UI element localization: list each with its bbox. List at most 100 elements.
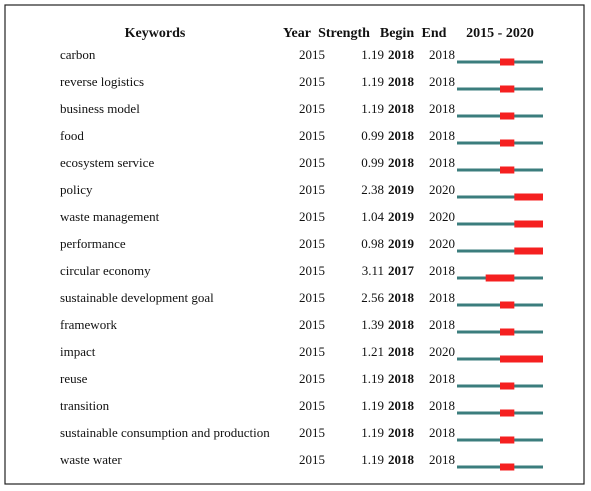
strength: 0.99 — [361, 155, 384, 170]
end: 2018 — [429, 74, 455, 89]
begin: 2018 — [388, 452, 415, 467]
end: 2018 — [429, 398, 455, 413]
strength: 1.19 — [361, 371, 384, 386]
burst-bar — [500, 382, 515, 390]
begin: 2018 — [388, 344, 415, 359]
keyword: transition — [60, 398, 110, 413]
year: 2015 — [299, 290, 325, 305]
strength: 1.19 — [361, 101, 384, 116]
burst-bar — [500, 409, 515, 417]
begin: 2018 — [388, 398, 415, 413]
strength: 1.04 — [361, 209, 384, 224]
burst-bar — [514, 247, 543, 255]
header-end: End — [422, 26, 447, 41]
year: 2015 — [299, 101, 325, 116]
year: 2015 — [299, 236, 325, 251]
strength: 1.19 — [361, 398, 384, 413]
begin: 2018 — [388, 101, 415, 116]
header-year: Year — [283, 26, 311, 41]
end: 2018 — [429, 128, 455, 143]
end: 2018 — [429, 155, 455, 170]
burst-bar — [500, 436, 515, 444]
strength: 1.19 — [361, 425, 384, 440]
year: 2015 — [299, 344, 325, 359]
year: 2015 — [299, 398, 325, 413]
keyword: sustainable development goal — [60, 290, 214, 305]
begin: 2018 — [388, 425, 415, 440]
year: 2015 — [299, 425, 325, 440]
begin: 2019 — [388, 209, 415, 224]
year: 2015 — [299, 74, 325, 89]
year: 2015 — [299, 263, 325, 278]
strength: 2.56 — [361, 290, 384, 305]
year: 2015 — [299, 155, 325, 170]
strength: 1.21 — [361, 344, 384, 359]
keyword: business model — [60, 101, 140, 116]
end: 2018 — [429, 263, 455, 278]
keyword: circular economy — [60, 263, 151, 278]
year: 2015 — [299, 452, 325, 467]
keyword: reuse — [60, 371, 88, 386]
burst-bar — [500, 463, 515, 471]
burst-bar — [514, 220, 543, 228]
keyword: reverse logistics — [60, 74, 144, 89]
end: 2018 — [429, 47, 455, 62]
strength: 1.19 — [361, 47, 384, 62]
strength: 2.38 — [361, 182, 384, 197]
year: 2015 — [299, 371, 325, 386]
keyword: carbon — [60, 47, 96, 62]
burst-bar — [500, 328, 515, 336]
end: 2018 — [429, 452, 455, 467]
keyword: sustainable consumption and production — [60, 425, 270, 440]
header-range: 2015 - 2020 — [466, 26, 534, 41]
keyword: waste water — [60, 452, 122, 467]
end: 2020 — [429, 209, 455, 224]
keyword: performance — [60, 236, 126, 251]
end: 2020 — [429, 236, 455, 251]
strength: 3.11 — [362, 263, 384, 278]
burst-bar — [500, 355, 543, 363]
begin: 2018 — [388, 74, 415, 89]
end: 2020 — [429, 182, 455, 197]
begin: 2018 — [388, 371, 415, 386]
burst-bar — [485, 274, 515, 282]
begin: 2019 — [388, 236, 415, 251]
frame — [4, 4, 585, 485]
year: 2015 — [299, 209, 325, 224]
strength: 1.39 — [361, 317, 384, 332]
end: 2018 — [429, 371, 455, 386]
strength: 1.19 — [361, 452, 384, 467]
end: 2018 — [429, 101, 455, 116]
burst-bar — [500, 112, 515, 120]
end: 2018 — [429, 425, 455, 440]
header-keywords: Keywords — [125, 26, 186, 41]
end: 2018 — [429, 290, 455, 305]
keyword: ecosystem service — [60, 155, 154, 170]
year: 2015 — [299, 47, 325, 62]
keyword: waste management — [60, 209, 160, 224]
keyword: food — [60, 128, 84, 143]
strength: 0.98 — [361, 236, 384, 251]
year: 2015 — [299, 317, 325, 332]
keyword: framework — [60, 317, 118, 332]
header-begin: Begin — [380, 26, 414, 41]
strength: 1.19 — [361, 74, 384, 89]
begin: 2017 — [388, 263, 415, 278]
begin: 2019 — [388, 182, 415, 197]
begin: 2018 — [388, 290, 415, 305]
burst-bar — [514, 193, 543, 201]
keyword: impact — [60, 344, 96, 359]
begin: 2018 — [388, 47, 415, 62]
burst-bar — [500, 85, 515, 93]
end: 2020 — [429, 344, 455, 359]
burst-bar — [500, 58, 515, 66]
burst-bar — [500, 166, 515, 174]
burst-bar — [500, 301, 515, 309]
begin: 2018 — [388, 128, 415, 143]
year: 2015 — [299, 128, 325, 143]
begin: 2018 — [388, 317, 415, 332]
strength: 0.99 — [361, 128, 384, 143]
keyword: policy — [60, 182, 93, 197]
header-strength: Strength — [318, 26, 370, 41]
